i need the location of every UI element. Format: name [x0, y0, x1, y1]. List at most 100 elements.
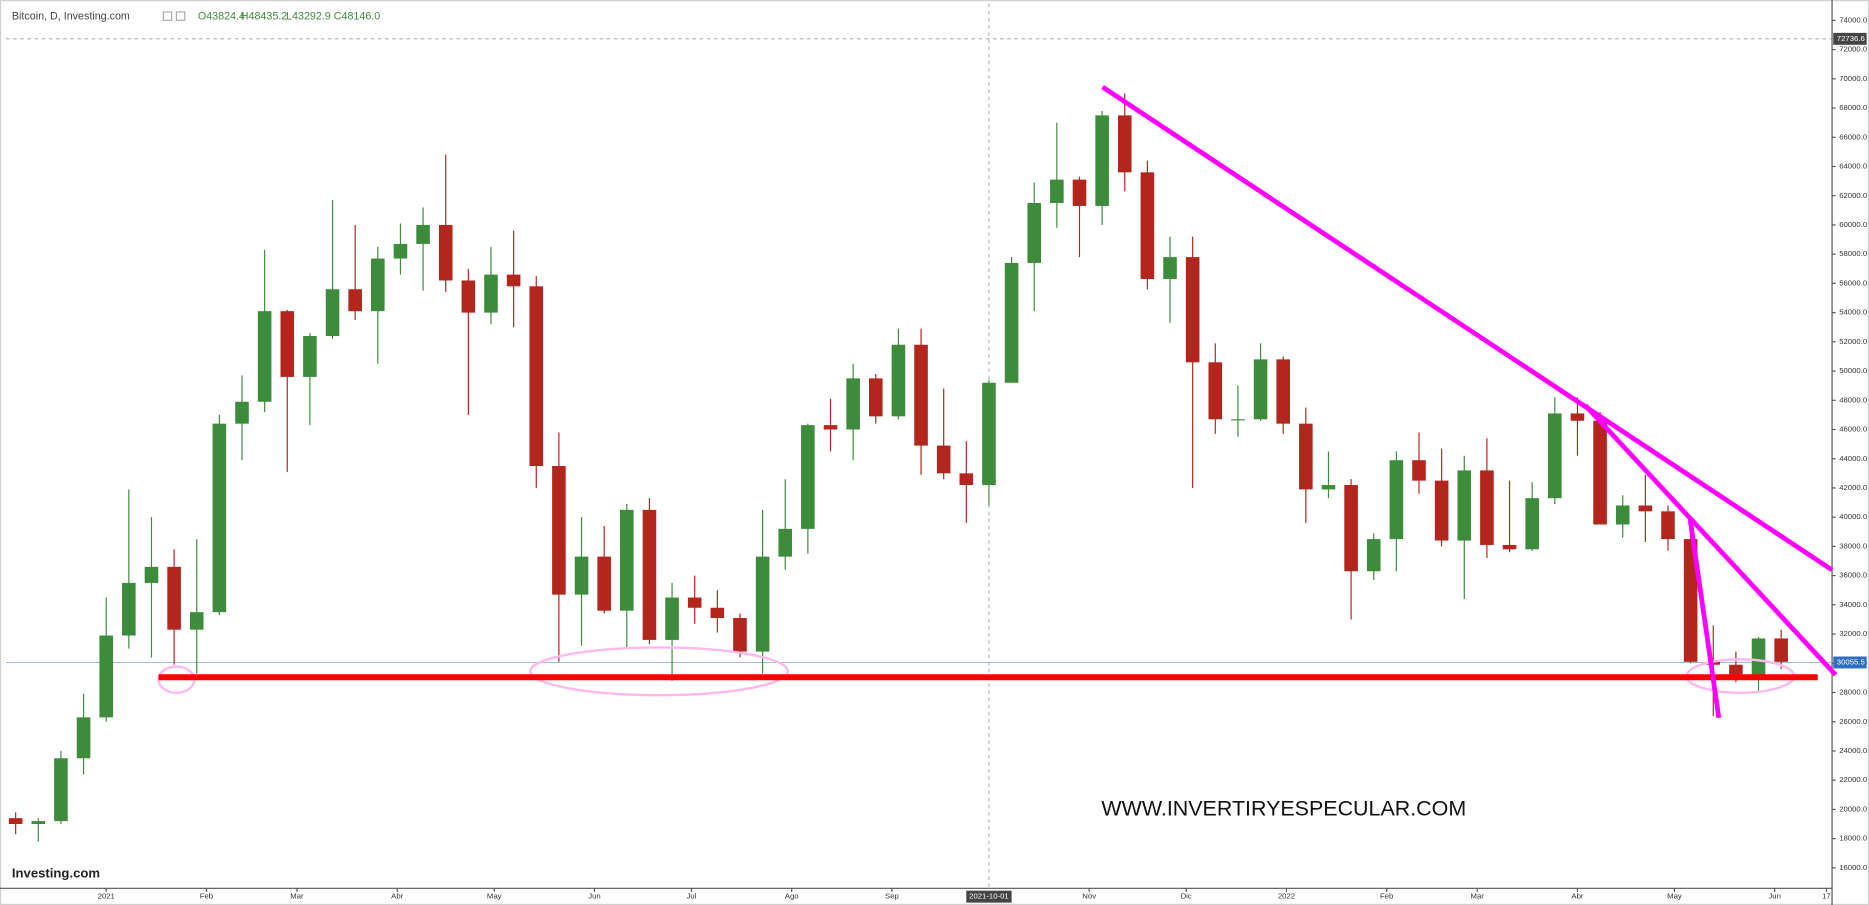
candle-body [891, 344, 906, 417]
x-tick-label: Jul [687, 892, 697, 901]
candle-body [54, 758, 68, 822]
y-tick-label: 48000.0 [1839, 395, 1867, 404]
candle-body [1570, 413, 1585, 421]
y-tick-label: 72000.0 [1839, 45, 1867, 54]
candle-body [1366, 539, 1381, 572]
candle-body [1525, 498, 1539, 550]
candle-body [823, 425, 838, 430]
y-tick-label: 62000.0 [1839, 191, 1867, 200]
y-tick-label: 20000.0 [1839, 804, 1867, 813]
candle-body [167, 566, 181, 630]
last-price-box [1833, 656, 1867, 669]
y-tick-label: 52000.0 [1839, 337, 1867, 346]
candle-body [665, 597, 679, 640]
chart-title: Bitcoin, D, Investing.com [12, 11, 130, 23]
candle-body [597, 556, 611, 611]
y-tick-label: 38000.0 [1839, 541, 1867, 550]
candle-body [552, 466, 566, 595]
candle-body [755, 556, 770, 652]
candle-body [687, 597, 702, 608]
candle-body [1027, 203, 1042, 263]
candle-body [801, 425, 815, 529]
candle-body [235, 401, 249, 424]
ohlc-high: H48435.2 [241, 11, 288, 23]
candle-body [348, 289, 362, 312]
y-tick-label: 32000.0 [1839, 629, 1867, 638]
candle-body [733, 617, 747, 652]
y-tick-label: 40000.0 [1839, 512, 1867, 521]
candle-body [438, 224, 453, 281]
candle-body [1412, 460, 1426, 481]
last-price-label: 30055.5 [1837, 658, 1865, 667]
trend-line [1687, 519, 1722, 719]
candle-body [778, 528, 793, 557]
y-tick-label: 68000.0 [1839, 103, 1867, 112]
candle-body [1434, 480, 1449, 541]
x-tick-label: Ago [785, 892, 799, 901]
y-tick-label: 58000.0 [1839, 249, 1867, 258]
candle-body [1072, 179, 1087, 206]
candle-body [1389, 460, 1404, 540]
crosshair-x-label: 2021-10-01 [969, 892, 1009, 901]
y-tick-label: 50000.0 [1839, 366, 1867, 375]
candle-body [76, 717, 91, 759]
candle-body [393, 243, 408, 259]
candle-body [846, 378, 860, 430]
candle-body [1163, 257, 1177, 280]
y-tick-label: 26000.0 [1839, 717, 1867, 726]
candle-body [506, 274, 521, 287]
y-tick-label: 74000.0 [1839, 15, 1867, 24]
x-tick-label: 17 [1822, 892, 1831, 901]
candle-body [710, 607, 725, 618]
candle-body [1321, 485, 1336, 490]
x-tick-label: Dic [1181, 892, 1192, 901]
candle-body [371, 258, 385, 312]
candle-body [212, 423, 227, 613]
candle-body [484, 274, 498, 313]
candle-body [959, 473, 974, 486]
x-tick-label: May [487, 892, 502, 901]
candle-body [1344, 485, 1358, 572]
trend-line [1101, 85, 1834, 572]
candle-body [1502, 544, 1517, 550]
y-tick-label: 28000.0 [1839, 688, 1867, 697]
candle-body [1593, 420, 1607, 525]
candle-body [257, 311, 272, 402]
candle-body [1615, 505, 1630, 525]
x-tick-label: Jun [588, 892, 600, 901]
x-tick-label: 2022 [1278, 892, 1295, 901]
x-tick-label: Mar [290, 892, 304, 901]
candle-body [1683, 539, 1698, 662]
x-tick-label: May [1667, 892, 1682, 901]
ohlc-close: C48146.0 [334, 11, 381, 23]
candle-body [1117, 115, 1132, 173]
ohlc-open: O43824.4 [198, 11, 245, 23]
x-tick-label: Abr [391, 892, 403, 901]
candle-body [529, 286, 544, 467]
ellipse-annotation [529, 646, 790, 697]
candle-body [1457, 470, 1472, 541]
candle-body [1140, 172, 1155, 280]
candle-body [620, 509, 634, 611]
candle-body [1661, 511, 1675, 540]
y-tick-label: 54000.0 [1839, 308, 1867, 317]
candle-body [303, 335, 317, 377]
x-tick-label: Sep [885, 892, 899, 901]
candle-body [325, 289, 340, 336]
candle-body [1751, 638, 1766, 678]
x-tick-label: Jun [1768, 892, 1780, 901]
candle-body [1548, 413, 1562, 499]
crosshair-y-label: 72736.6 [1837, 34, 1865, 43]
candle-body [31, 821, 46, 825]
candle-body [1095, 115, 1109, 206]
y-tick-label: 46000.0 [1839, 425, 1867, 434]
candle-body [8, 818, 23, 825]
x-tick-label: Abr [1571, 892, 1583, 901]
y-tick-label: 64000.0 [1839, 162, 1867, 171]
candle-body [868, 378, 883, 417]
candle-body [1231, 419, 1245, 421]
y-tick-label: 42000.0 [1839, 483, 1867, 492]
logo: Investing.com [12, 865, 100, 880]
